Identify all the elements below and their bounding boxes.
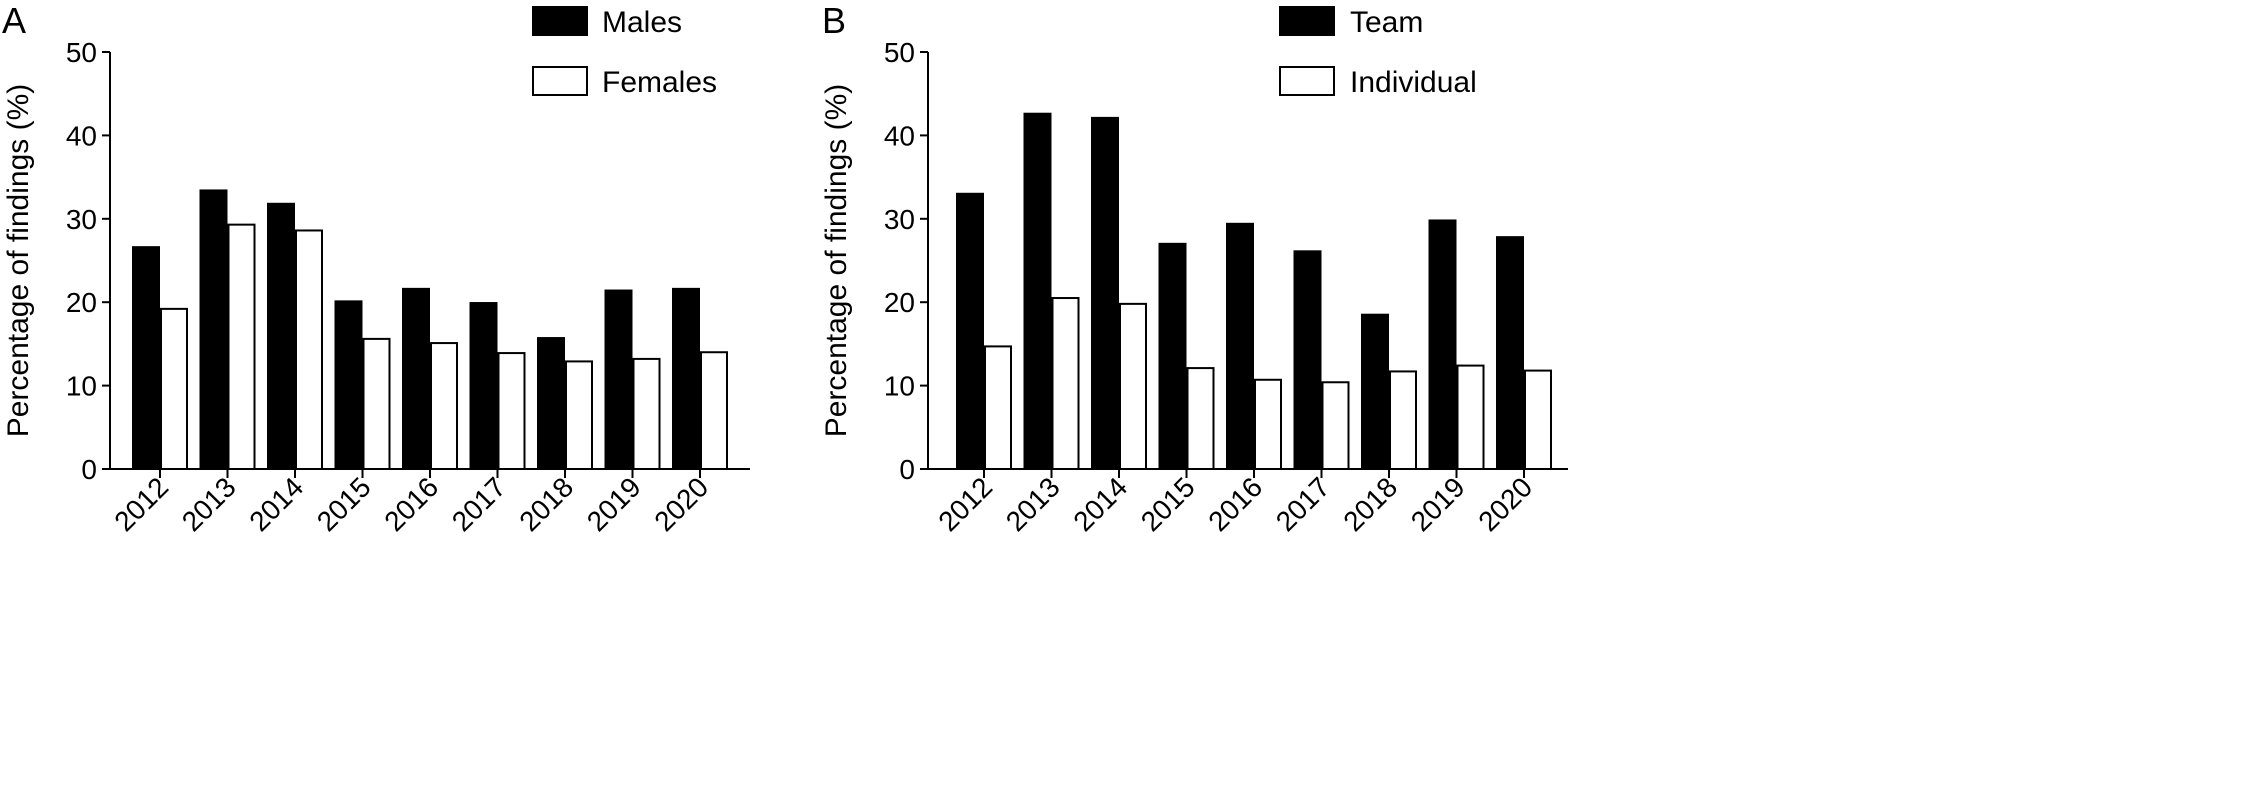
bar-individual-2012 (984, 345, 1012, 471)
legend-swatch-males (532, 6, 588, 36)
y-tick-label: 40 (884, 120, 915, 151)
x-tick-label-2018: 2018 (513, 471, 579, 537)
y-tick-label: 40 (66, 120, 97, 151)
x-tick-label-2013: 2013 (1000, 471, 1066, 537)
x-tick-label-2017: 2017 (1270, 471, 1336, 537)
bar-team-2017 (1293, 250, 1322, 470)
bar-individual-2019 (1456, 364, 1485, 471)
x-tick-label-2012: 2012 (108, 471, 174, 537)
y-tick-label: 50 (884, 37, 915, 68)
bar-team-2013 (1023, 112, 1052, 470)
bar-females-2013 (227, 223, 256, 470)
x-tick-label-2019: 2019 (581, 471, 647, 537)
bar-individual-2017 (1321, 381, 1350, 471)
y-tick-label: 10 (884, 371, 915, 402)
x-tick-label-2014: 2014 (243, 471, 309, 537)
bar-females-2017 (497, 352, 526, 471)
panel-label: B (822, 0, 846, 41)
x-tick-label-2015: 2015 (311, 471, 377, 537)
bar-females-2018 (565, 360, 593, 470)
x-tick-label-2020: 2020 (648, 471, 714, 537)
x-tick-label-2015: 2015 (1135, 471, 1201, 537)
figure: A Percentage of findings (%) 0 10 20 30 40 50 20… (0, 0, 1568, 556)
chart-panel-b: B Percentage of findings (%) 0 10 20 30 40 50 20… (820, 0, 1568, 537)
bar-individual-2014 (1119, 302, 1147, 471)
bar-males-2012 (132, 246, 160, 470)
bar-females-2016 (430, 342, 458, 471)
x-tick-label-2019: 2019 (1405, 471, 1471, 537)
bar-individual-2016 (1254, 378, 1282, 470)
bar-individual-2013 (1051, 297, 1080, 470)
y-tick-label: 0 (81, 454, 97, 485)
x-tick-label-2018: 2018 (1337, 471, 1403, 537)
bar-females-2014 (295, 229, 323, 470)
y-tick-label: 20 (66, 287, 97, 318)
x-tick-label-2020: 2020 (1472, 471, 1538, 537)
x-tick-label-2016: 2016 (1202, 471, 1268, 537)
y-tick-label: 0 (899, 454, 915, 485)
bar-males-2018 (537, 337, 565, 471)
legend-swatch-females (532, 66, 588, 96)
y-tick-label: 30 (884, 204, 915, 235)
bar-females-2019 (632, 357, 661, 470)
bar-males-2016 (402, 287, 430, 470)
x-tick-label-2016: 2016 (378, 471, 444, 537)
legend-label-males: Males (602, 6, 682, 39)
bar-individual-2018 (1389, 370, 1417, 470)
x-tick-label-2014: 2014 (1067, 471, 1133, 537)
bar-females-2020 (700, 351, 728, 470)
y-axis-label: Percentage of findings (%) (2, 84, 35, 438)
bar-team-2016 (1226, 222, 1254, 470)
legend-swatch-individual (1279, 66, 1335, 96)
bar-individual-2020 (1524, 369, 1552, 471)
bar-team-2018 (1361, 313, 1389, 470)
legend-label-individual: Individual (1350, 66, 1477, 99)
y-tick-label: 20 (884, 287, 915, 318)
bar-team-2015 (1158, 242, 1187, 470)
legend-label-females: Females (602, 66, 717, 99)
x-tick-label-2017: 2017 (446, 471, 512, 537)
x-tick-label-2012: 2012 (932, 471, 998, 537)
bar-females-2015 (362, 337, 391, 470)
bar-individual-2015 (1186, 367, 1215, 470)
bar-team-2014 (1091, 116, 1119, 471)
chart-panel-a: A Percentage of findings (%) 0 10 20 30 40 50 20… (2, 0, 750, 537)
bar-chart-figure: A Percentage of findings (%) 0 10 20 30 40 50 20… (2, 0, 1568, 537)
bar-team-2020 (1496, 236, 1524, 470)
legend-label-team: Team (1350, 6, 1423, 39)
x-tick-label-2013: 2013 (176, 471, 242, 537)
y-axis-label: Percentage of findings (%) (820, 84, 853, 438)
bar-males-2020 (672, 287, 700, 470)
bar-males-2015 (334, 300, 363, 470)
y-tick-label: 50 (66, 37, 97, 68)
bar-males-2017 (469, 302, 498, 470)
panel-label: A (2, 0, 26, 41)
bar-team-2019 (1428, 219, 1457, 470)
bar-females-2012 (160, 307, 188, 471)
legend-swatch-team (1279, 6, 1335, 36)
y-tick-label: 10 (66, 371, 97, 402)
bar-team-2012 (956, 192, 984, 470)
bar-males-2014 (267, 202, 295, 470)
bar-males-2013 (199, 189, 228, 470)
y-tick-label: 30 (66, 204, 97, 235)
bar-males-2019 (604, 289, 633, 470)
